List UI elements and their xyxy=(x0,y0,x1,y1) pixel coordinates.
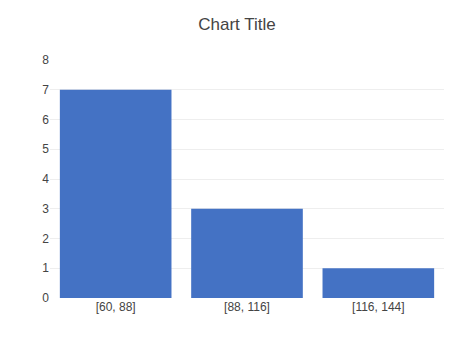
svg-text:4: 4 xyxy=(42,172,49,186)
svg-text:1: 1 xyxy=(42,261,49,275)
svg-text:[116, 144]: [116, 144] xyxy=(352,300,405,314)
svg-text:6: 6 xyxy=(42,113,49,127)
svg-text:[60, 88]: [60, 88] xyxy=(96,300,136,314)
svg-text:8: 8 xyxy=(42,53,49,67)
svg-text:Chart Title: Chart Title xyxy=(198,15,275,34)
svg-text:0: 0 xyxy=(42,291,49,305)
svg-text:5: 5 xyxy=(42,142,49,156)
svg-text:[88, 116]: [88, 116] xyxy=(224,300,270,314)
svg-text:3: 3 xyxy=(42,202,49,216)
svg-text:7: 7 xyxy=(42,83,49,97)
svg-text:2: 2 xyxy=(42,232,49,246)
